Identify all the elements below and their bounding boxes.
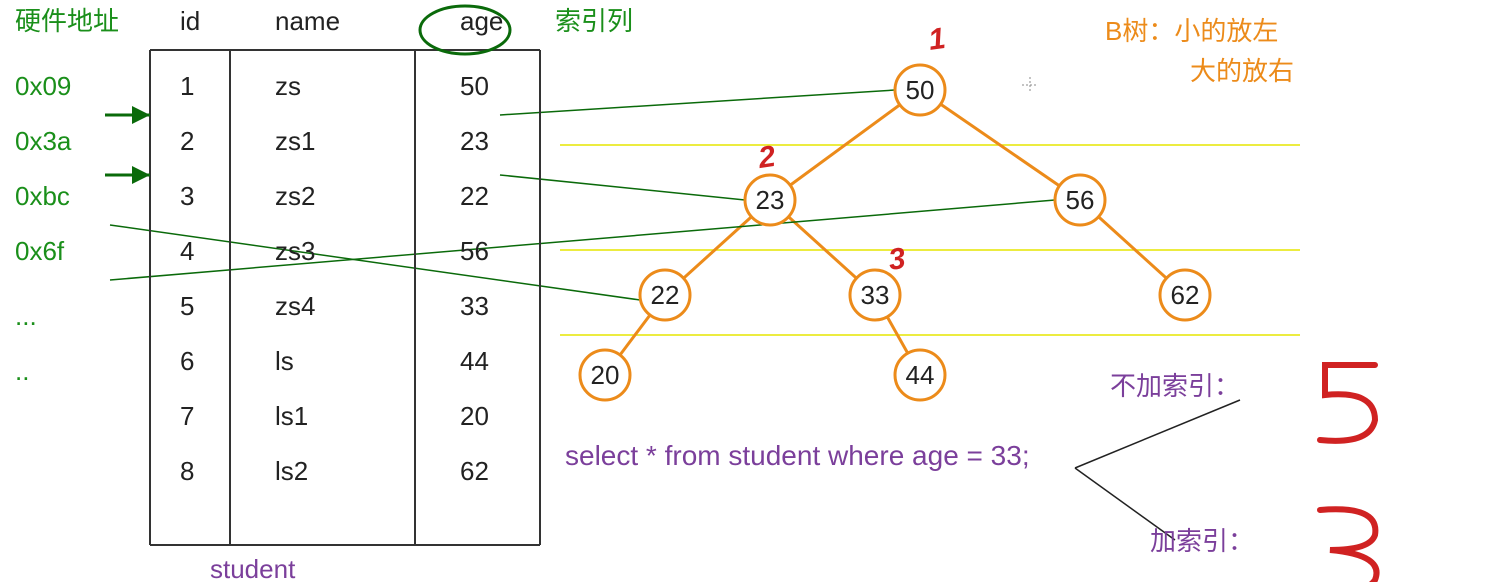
hwaddr-value: 0x6f bbox=[15, 236, 65, 266]
tree-node-value: 44 bbox=[906, 360, 935, 390]
index-link-line bbox=[500, 175, 745, 200]
table-cell: ls bbox=[275, 346, 294, 376]
table-cell: zs3 bbox=[275, 236, 315, 266]
index-link-line bbox=[500, 90, 895, 115]
step-annotation: 3 bbox=[886, 242, 907, 277]
table-cell: 44 bbox=[460, 346, 489, 376]
table-cell: 5 bbox=[180, 291, 194, 321]
table-name-label: student bbox=[210, 554, 296, 582]
table-cell: 50 bbox=[460, 71, 489, 101]
table-header: name bbox=[275, 6, 340, 36]
with-index-label: 加索引： bbox=[1150, 526, 1254, 556]
table-cell: 4 bbox=[180, 236, 194, 266]
table-cell: 33 bbox=[460, 291, 489, 321]
table-header: id bbox=[180, 6, 200, 36]
index-column-label: 索引列 bbox=[555, 6, 633, 36]
table-cell: 56 bbox=[460, 236, 489, 266]
table-cell: 3 bbox=[180, 181, 194, 211]
table-cell: 23 bbox=[460, 126, 489, 156]
tree-node-value: 23 bbox=[756, 185, 785, 215]
sql-statement: select * from student where age = 33; bbox=[565, 440, 1030, 471]
table-cell: 62 bbox=[460, 456, 489, 486]
tree-node-value: 50 bbox=[906, 75, 935, 105]
table-cell: 1 bbox=[180, 71, 194, 101]
table-cell: zs bbox=[275, 71, 301, 101]
with-index-value bbox=[1310, 509, 1377, 582]
diagram-canvas: id name age 1 zs 50 2 zs1 23 3 zs2 22 4 zs3 56 5 zs4 33 6 l… bbox=[0, 0, 1487, 582]
tree-node-value: 56 bbox=[1066, 185, 1095, 215]
table-cell: ls2 bbox=[275, 456, 308, 486]
table-cell: 7 bbox=[180, 401, 194, 431]
table-cell: ls1 bbox=[275, 401, 308, 431]
hwaddr-value: ... bbox=[15, 301, 37, 331]
table-cell: 20 bbox=[460, 401, 489, 431]
hwaddr-value: .. bbox=[15, 356, 29, 386]
step-annotation: 1 bbox=[926, 22, 947, 57]
btree-note-2: 大的放右 bbox=[1190, 56, 1294, 86]
tree-node-value: 33 bbox=[861, 280, 890, 310]
tree-node-value: 62 bbox=[1171, 280, 1200, 310]
hwaddr-label: 硬件地址 bbox=[15, 6, 119, 36]
tree-node-value: 22 bbox=[651, 280, 680, 310]
no-index-value bbox=[1320, 365, 1375, 441]
table-header: age bbox=[460, 6, 503, 36]
table-cell: 22 bbox=[460, 181, 489, 211]
result-connector bbox=[1075, 400, 1240, 468]
no-index-label: 不加索引： bbox=[1110, 371, 1240, 401]
hwaddr-value: 0x3a bbox=[15, 126, 72, 156]
table-cell: 8 bbox=[180, 456, 194, 486]
table-cell: zs2 bbox=[275, 181, 315, 211]
table-cell: zs1 bbox=[275, 126, 315, 156]
btree-note-1: B树：小的放左 bbox=[1105, 16, 1278, 46]
index-link-line bbox=[110, 200, 1055, 280]
table-cell: zs4 bbox=[275, 291, 315, 321]
hwaddr-value: 0x09 bbox=[15, 71, 71, 101]
table-cell: 2 bbox=[180, 126, 194, 156]
table-cell: 6 bbox=[180, 346, 194, 376]
hwaddr-value: 0xbc bbox=[15, 181, 70, 211]
tree-node-value: 20 bbox=[591, 360, 620, 390]
